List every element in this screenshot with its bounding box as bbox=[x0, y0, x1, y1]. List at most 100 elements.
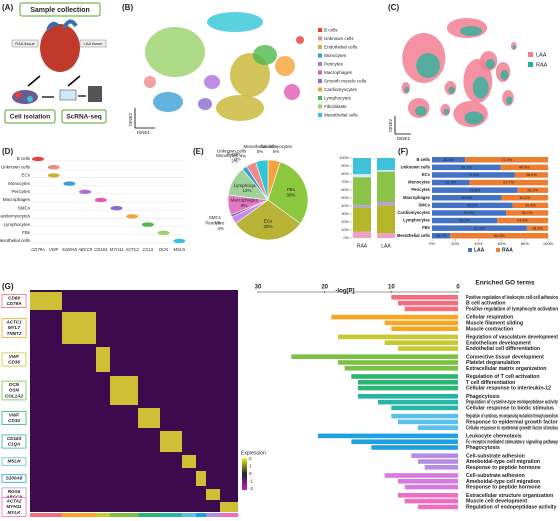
go-bar bbox=[351, 439, 458, 444]
category-label: Cardiomyocytes bbox=[397, 210, 430, 215]
heatmap-block bbox=[206, 489, 220, 500]
x-tick-label: LAA bbox=[381, 243, 391, 249]
bar-segment bbox=[432, 210, 507, 216]
legend-swatch bbox=[528, 52, 533, 57]
gene-label: VWF bbox=[49, 247, 59, 252]
value-label: 26.2% bbox=[527, 188, 538, 192]
bar-segment bbox=[514, 172, 548, 178]
go-term: B cell activation bbox=[466, 301, 506, 307]
origin-region bbox=[448, 86, 455, 94]
gene-label: CD69 bbox=[8, 295, 20, 300]
gene-label: CD163 bbox=[94, 247, 108, 252]
go-bar bbox=[404, 484, 458, 490]
bar-segment bbox=[501, 195, 548, 201]
go-term: Leukocyte chemotaxis bbox=[466, 433, 522, 439]
violin bbox=[79, 189, 92, 194]
y-tick-label: 0% bbox=[344, 236, 350, 240]
gene-label: RGS5 bbox=[8, 489, 21, 494]
heatmap-block bbox=[138, 408, 160, 428]
gene-box bbox=[1, 380, 27, 401]
y-tick-label: 80% bbox=[341, 172, 349, 176]
heart-vessels bbox=[46, 19, 78, 31]
category-label: SMCs bbox=[418, 202, 430, 207]
go-term: Cellular response to biotic stimulus bbox=[466, 405, 554, 411]
axis-arrow bbox=[134, 108, 155, 129]
gene-label: COL1A2 bbox=[5, 393, 24, 398]
slice-name: Monocytes bbox=[216, 153, 239, 158]
row-label: Unknown cells bbox=[1, 164, 31, 169]
legend-label: RAA bbox=[536, 62, 548, 68]
go-term: Regulation of cysteine-type endopeptidas… bbox=[466, 400, 558, 406]
go-term: Muscle filament sliding bbox=[466, 320, 523, 326]
cluster-region bbox=[204, 75, 220, 89]
step-label: ScRNA-seq bbox=[66, 114, 101, 121]
go-term: Muscle contraction bbox=[466, 326, 513, 332]
heatmap-strip bbox=[182, 513, 196, 517]
legend-swatch bbox=[528, 62, 533, 67]
cluster-region bbox=[275, 56, 295, 76]
x-tick-label: 0% bbox=[429, 241, 435, 246]
cluster-region bbox=[253, 45, 277, 65]
value-label: 84.3% bbox=[494, 234, 505, 238]
legend-label: Mesothelial cells bbox=[324, 112, 358, 117]
pie-slice bbox=[235, 199, 301, 241]
go-term: Ameboidal-type cell migration bbox=[466, 479, 540, 485]
bar-segment bbox=[450, 233, 548, 239]
bar-segment bbox=[432, 187, 518, 193]
x-tick-label: 40% bbox=[474, 241, 482, 246]
legend-label: Cardiomyocytes bbox=[324, 87, 358, 92]
category-label: Pericytes bbox=[411, 187, 430, 192]
category-label: B cells bbox=[416, 157, 430, 162]
cluster-region bbox=[296, 36, 304, 44]
gene-box bbox=[1, 457, 27, 466]
violin bbox=[63, 181, 76, 186]
legend-swatch bbox=[318, 96, 322, 100]
go-bar bbox=[338, 360, 458, 365]
gene-label: ACTC1 bbox=[124, 247, 139, 252]
legend-label: Fibroblasts bbox=[324, 104, 347, 109]
heatmap-block bbox=[62, 312, 96, 344]
heart-icon bbox=[40, 24, 80, 72]
go-term: Connective tissue development bbox=[466, 354, 544, 360]
go-bar bbox=[391, 295, 458, 300]
go-term: Cellular respiration bbox=[466, 315, 513, 321]
bar-segment bbox=[506, 210, 548, 216]
legend-swatch bbox=[318, 104, 322, 109]
bar-segment bbox=[497, 217, 548, 224]
bar-segment bbox=[432, 172, 515, 178]
gene-box bbox=[1, 318, 27, 338]
origin-region bbox=[506, 96, 513, 105]
cluster-map-origin bbox=[401, 18, 517, 127]
cells-icon bbox=[15, 92, 21, 98]
y-tick-label: 40% bbox=[341, 204, 349, 208]
step-box bbox=[61, 109, 107, 124]
bar-segment bbox=[432, 195, 502, 201]
arrow bbox=[27, 75, 81, 87]
gene-label: CD36 bbox=[8, 360, 20, 365]
legend-swatch bbox=[318, 113, 322, 117]
bar-segment bbox=[465, 157, 548, 163]
gene-label: DCN bbox=[159, 247, 169, 252]
slice-value: 5% bbox=[257, 149, 264, 154]
value-label: 43.9% bbox=[517, 219, 528, 223]
sample-box bbox=[19, 2, 101, 17]
category-label: FBs bbox=[422, 225, 431, 230]
origin-region bbox=[443, 108, 450, 115]
violin bbox=[47, 173, 60, 178]
category-label: Unknown cells bbox=[401, 164, 431, 169]
go-bar bbox=[424, 465, 458, 470]
bar-segment bbox=[517, 187, 548, 193]
panel-label: (B) bbox=[122, 3, 133, 12]
go-bar bbox=[418, 504, 458, 510]
go-bar bbox=[398, 346, 458, 351]
go-bar bbox=[404, 306, 458, 312]
legend-label: Monocytes bbox=[324, 53, 347, 58]
gene-label: TNNT2 bbox=[7, 331, 22, 336]
y-axis-label: tSNE2 bbox=[128, 112, 133, 126]
bar-segment bbox=[526, 225, 548, 231]
go-bar bbox=[331, 314, 458, 320]
stack-segment bbox=[377, 171, 395, 202]
go-term: Cell-substrate adhesion bbox=[466, 453, 525, 459]
bar-segment bbox=[432, 179, 470, 186]
violin bbox=[141, 222, 154, 227]
